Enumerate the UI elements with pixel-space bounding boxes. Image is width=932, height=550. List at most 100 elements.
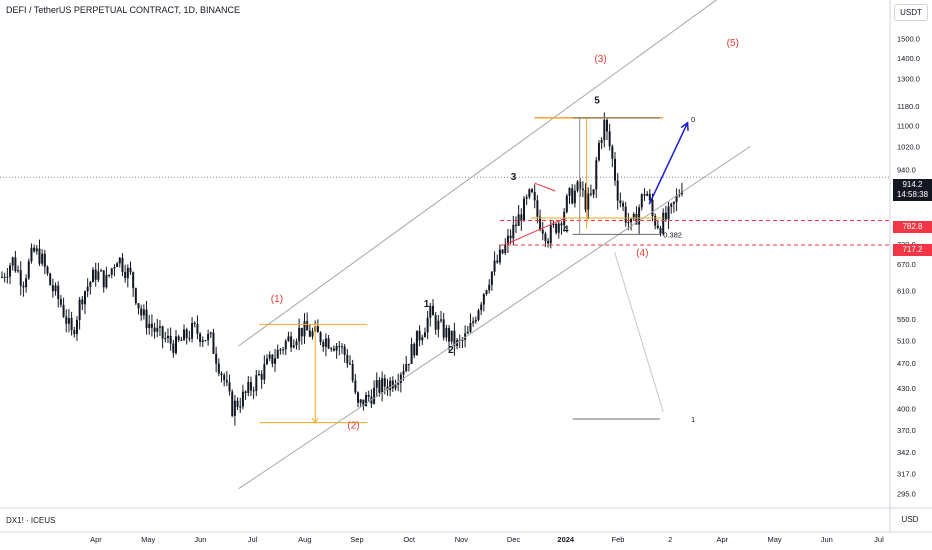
candle-body bbox=[365, 394, 368, 407]
countdown-badge: 14:58:38 bbox=[893, 189, 932, 201]
candle-body bbox=[587, 193, 590, 210]
candle-body bbox=[134, 288, 137, 304]
candle-body bbox=[568, 188, 571, 196]
candle-body bbox=[145, 309, 148, 329]
candle-body bbox=[35, 248, 38, 252]
candle-body bbox=[140, 308, 143, 316]
candle-body bbox=[354, 380, 357, 393]
candle-body bbox=[656, 225, 659, 228]
candle-body bbox=[501, 249, 504, 254]
candle-body bbox=[252, 390, 255, 392]
price-tick-label: 1100.0 bbox=[897, 121, 919, 130]
price-axis[interactable]: 1500.0 1400.0 1300.0 1180.0 1100.0 1020.0 940.… bbox=[889, 0, 920, 532]
candle-body bbox=[429, 305, 432, 318]
candle-body bbox=[193, 322, 196, 325]
candle-body bbox=[191, 322, 194, 339]
candle-body bbox=[282, 349, 285, 351]
wave-label: (1) bbox=[271, 294, 283, 305]
candle-body bbox=[3, 277, 6, 279]
level-badge-lower: 717.2 bbox=[893, 244, 932, 256]
candle-body bbox=[498, 249, 501, 263]
drawing-overlay: (1) (2) (3) (4) (5) 1 2 3 4 5 0 0.382 1 bbox=[0, 0, 890, 490]
candle-body bbox=[528, 189, 531, 198]
candle-body bbox=[576, 181, 579, 191]
time-tick-label: Oct bbox=[403, 535, 416, 544]
candle-body bbox=[41, 253, 44, 264]
candle-body bbox=[605, 119, 608, 132]
candle-body bbox=[619, 200, 622, 204]
candle-body bbox=[233, 400, 236, 416]
candle-body bbox=[142, 309, 145, 316]
candle-body bbox=[340, 346, 343, 348]
candle-body bbox=[129, 267, 132, 273]
wave-label: 1 bbox=[424, 299, 430, 310]
candle-body bbox=[290, 336, 293, 348]
candle-body bbox=[54, 285, 57, 292]
candle-body bbox=[490, 271, 493, 285]
candle-body bbox=[381, 378, 384, 393]
candle-body bbox=[517, 214, 520, 226]
wave-label: 2 bbox=[448, 345, 454, 356]
price-tick-label: 1020.0 bbox=[897, 142, 920, 151]
candle-body bbox=[153, 327, 156, 332]
usd-currency-button[interactable]: USD bbox=[901, 515, 919, 524]
candle-body bbox=[437, 320, 440, 330]
candle-body bbox=[611, 146, 614, 159]
candle-body bbox=[231, 391, 234, 416]
candle-body bbox=[81, 299, 84, 305]
candle-body bbox=[183, 329, 186, 341]
candle-body bbox=[635, 213, 638, 225]
candle-body bbox=[298, 327, 301, 342]
candle-body bbox=[100, 270, 103, 272]
candle-body bbox=[640, 194, 643, 208]
candle-body bbox=[287, 336, 290, 341]
candle-body bbox=[14, 257, 17, 272]
fib-label: 1 bbox=[691, 415, 695, 424]
candle-body bbox=[94, 269, 97, 280]
candle-body bbox=[622, 203, 625, 207]
candle-body bbox=[423, 332, 426, 338]
currency-button[interactable]: USDT bbox=[894, 4, 928, 21]
candle-body bbox=[196, 324, 199, 334]
time-tick-label: Sep bbox=[350, 535, 363, 544]
candle-body bbox=[488, 284, 491, 291]
candle-body bbox=[589, 193, 592, 195]
candle-body bbox=[474, 319, 477, 322]
candle-body bbox=[391, 380, 394, 389]
candle-body bbox=[431, 305, 434, 316]
candle-body bbox=[322, 342, 325, 347]
candle-body bbox=[241, 391, 244, 407]
candle-body bbox=[375, 380, 378, 388]
candle-body bbox=[418, 330, 421, 341]
price-tick-label: 1300.0 bbox=[897, 75, 920, 84]
candle-body bbox=[630, 218, 633, 223]
candle-body bbox=[121, 257, 124, 273]
candle-body bbox=[308, 330, 311, 337]
time-tick-label: Dec bbox=[507, 535, 521, 544]
candle-body bbox=[638, 207, 641, 225]
candle-body bbox=[627, 222, 630, 224]
candle-body bbox=[67, 318, 70, 324]
level-badge-upper: 782.8 bbox=[893, 221, 932, 233]
price-tick-label: 1400.0 bbox=[897, 54, 920, 63]
candles bbox=[1, 112, 683, 426]
fib-diagonal-line bbox=[614, 251, 664, 412]
candle-body bbox=[632, 213, 635, 219]
candle-body bbox=[584, 190, 587, 210]
candle-body bbox=[124, 272, 127, 279]
candle-body bbox=[485, 290, 488, 295]
candle-body bbox=[362, 399, 365, 407]
candle-body bbox=[51, 285, 54, 292]
candle-body bbox=[276, 349, 279, 359]
time-axis[interactable]: Apr May Jun Jul Aug Sep Oct Nov Dec 2024 Feb 2 Apr Ma… bbox=[0, 507, 932, 544]
candle-body bbox=[295, 341, 298, 346]
candle-body bbox=[544, 233, 547, 241]
candle-body bbox=[581, 188, 584, 191]
candle-body bbox=[383, 378, 386, 387]
candle-body bbox=[17, 270, 20, 272]
candle-body bbox=[560, 223, 563, 226]
candle-body bbox=[595, 160, 598, 190]
candle-body bbox=[525, 197, 528, 199]
candle-body bbox=[616, 180, 619, 201]
